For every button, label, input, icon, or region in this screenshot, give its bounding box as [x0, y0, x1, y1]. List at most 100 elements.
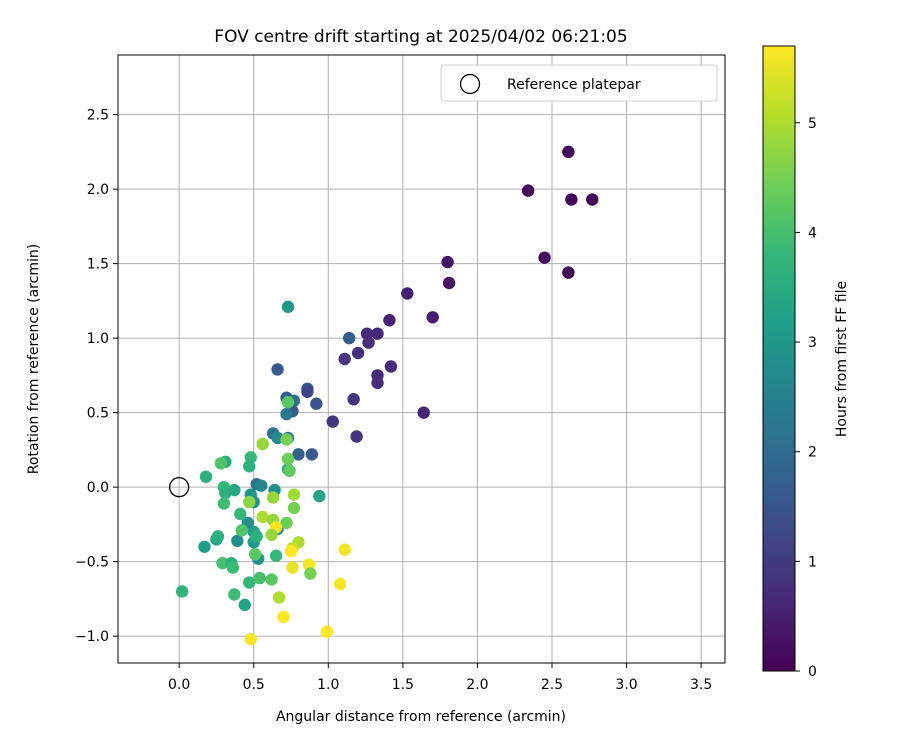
colorbar-tick-label: 3	[808, 335, 817, 351]
data-point	[286, 561, 299, 574]
data-point	[565, 193, 578, 206]
data-point	[217, 497, 231, 510]
colorbar-gradient	[762, 45, 796, 672]
data-point	[243, 460, 256, 473]
data-point	[371, 376, 384, 390]
data-point	[351, 346, 365, 360]
data-point	[250, 530, 263, 543]
data-point	[280, 407, 293, 421]
data-point	[310, 397, 323, 410]
data-point	[562, 145, 575, 159]
colorbar: 0 1 2 3 4 5 Hours from first FF file	[762, 45, 850, 680]
data-point	[292, 448, 305, 461]
data-point	[238, 598, 251, 612]
x-tick-label: 3.0	[615, 677, 637, 693]
data-point	[244, 632, 257, 646]
chart-title: FOV centre drift starting at 2025/04/02 …	[214, 27, 627, 47]
data-point	[287, 488, 301, 501]
y-tick-label: 2.0	[87, 182, 109, 198]
data-point	[216, 556, 229, 570]
data-point	[281, 396, 295, 409]
data-point	[256, 437, 269, 451]
plot-area: 0.0 0.5 1.0 1.5 2.0 2.5 3.0 3.5 −1.0 −0.5 0.0 0.5 1…	[75, 54, 726, 693]
data-point	[226, 561, 240, 574]
data-point	[538, 251, 551, 264]
data-point	[350, 430, 363, 443]
legend-marker-open-circle	[459, 73, 481, 95]
data-point	[281, 300, 295, 314]
data-point	[211, 530, 225, 543]
data-point	[313, 489, 326, 503]
y-tick-label: 1.5	[87, 257, 109, 273]
data-point	[383, 314, 396, 327]
data-point	[371, 327, 384, 340]
data-point	[287, 501, 301, 515]
data-point	[334, 577, 347, 591]
data-point	[231, 534, 244, 548]
data-point	[362, 336, 375, 349]
data-point	[175, 585, 189, 598]
data-point	[199, 470, 213, 483]
y-axis-ticks: −1.0 −0.5 0.0 0.5 1.0 1.5 2.0 2.5	[75, 108, 118, 645]
y-tick-label: 2.5	[87, 108, 109, 124]
data-point	[417, 406, 430, 419]
data-point	[228, 483, 241, 497]
x-tick-label: 2.0	[466, 677, 488, 693]
x-tick-label: 3.5	[690, 677, 712, 693]
plot-frame	[117, 54, 726, 664]
data-point	[301, 385, 314, 398]
y-tick-label: 0.5	[87, 406, 109, 422]
data-point	[271, 363, 284, 376]
data-point	[401, 287, 414, 300]
y-tick-label: −0.5	[75, 555, 109, 571]
data-point	[254, 479, 268, 492]
data-point	[265, 528, 278, 542]
x-axis-ticks: 0.0 0.5 1.0 1.5 2.0 2.5 3.0 3.5	[168, 663, 712, 693]
data-point	[384, 360, 398, 373]
data-point	[243, 576, 256, 589]
legend: Reference platepar	[440, 64, 718, 102]
data-point	[280, 516, 293, 530]
legend-entry-reference: Reference platepar	[507, 77, 641, 93]
data-point	[305, 448, 319, 461]
plot-background	[118, 55, 725, 663]
data-point	[521, 184, 535, 197]
data-point	[243, 495, 256, 509]
data-point	[256, 510, 269, 524]
y-axis-label: Rotation from reference (arcmin)	[26, 244, 42, 474]
data-point	[426, 311, 439, 324]
data-point	[347, 393, 360, 406]
x-tick-label: 0.0	[168, 677, 190, 693]
data-point	[320, 625, 333, 638]
x-tick-label: 0.5	[243, 677, 265, 693]
data-point	[277, 610, 290, 624]
data-point	[266, 491, 280, 504]
data-point	[586, 193, 599, 206]
colorbar-label: Hours from first FF file	[834, 281, 850, 437]
data-point	[562, 266, 575, 279]
data-point	[265, 573, 278, 586]
data-point	[338, 543, 351, 556]
data-point	[442, 276, 456, 290]
data-point	[441, 255, 454, 269]
data-point	[272, 591, 286, 604]
data-point	[269, 549, 283, 562]
data-point	[253, 571, 266, 585]
y-tick-label: 0.0	[87, 480, 109, 496]
data-point	[228, 588, 241, 601]
data-points	[168, 145, 599, 646]
x-tick-label: 1.5	[392, 677, 414, 693]
x-tick-label: 1.0	[317, 677, 339, 693]
data-point	[284, 545, 298, 558]
colorbar-tick-label: 0	[808, 664, 817, 680]
data-point	[326, 415, 339, 428]
colorbar-tick-label: 2	[808, 445, 817, 461]
colorbar-tick-label: 1	[808, 554, 817, 570]
data-point	[283, 464, 296, 477]
data-point	[198, 540, 211, 553]
reference-platepar-marker	[168, 477, 190, 498]
data-point	[342, 331, 356, 345]
data-point	[249, 548, 262, 561]
y-tick-label: −1.0	[75, 629, 109, 645]
